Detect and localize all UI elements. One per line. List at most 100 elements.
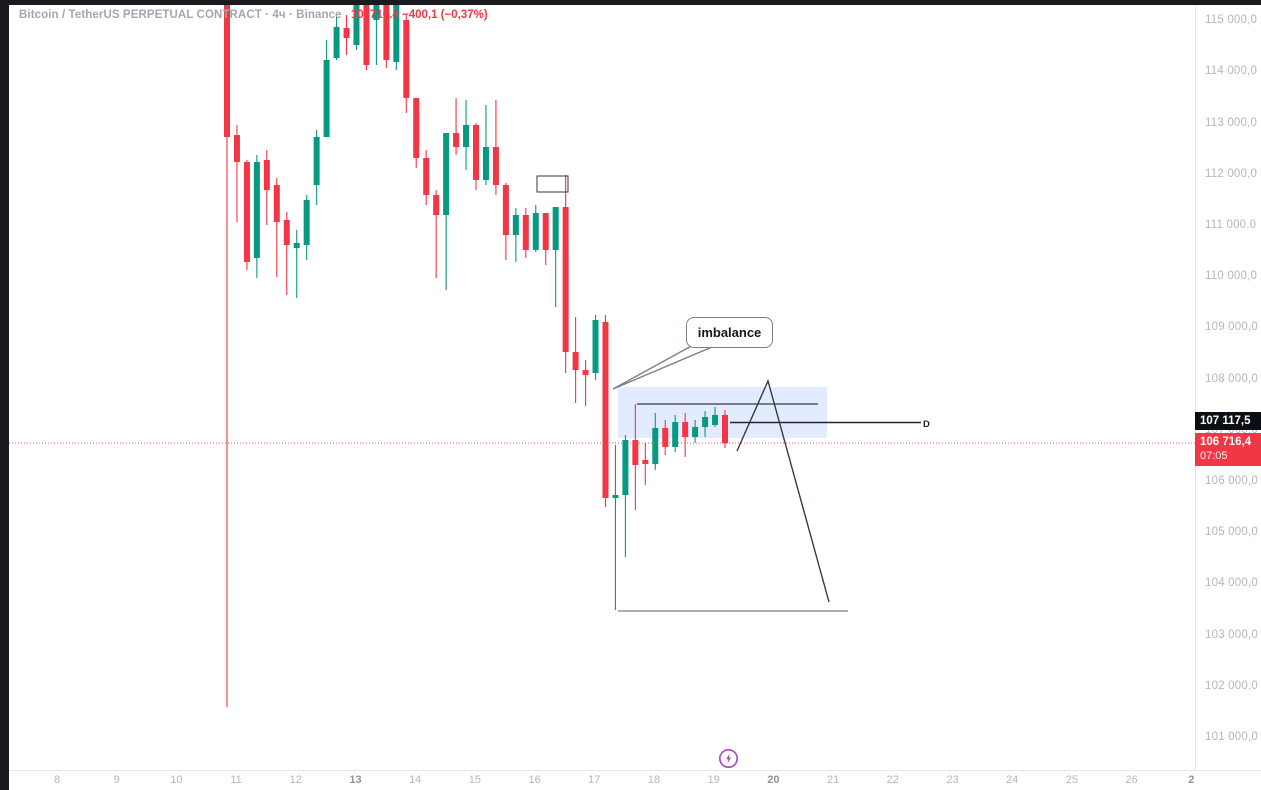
price-axis-label: 115 000,0 [1205,14,1258,27]
candle-body [572,352,579,371]
flash-event-icon[interactable] [718,748,739,769]
candle-body [373,5,380,21]
time-axis-label: 11 [230,774,242,786]
price-axis-label: 105 000,0 [1205,526,1258,539]
price-change-summary: 106716.4 −400,1 (−0,37%) [350,9,488,21]
time-axis-label: 18 [647,774,661,786]
candle-body [303,199,310,245]
candle-body [273,184,280,223]
price-axis-label: 103 000,0 [1205,628,1258,641]
candle-body [463,124,470,147]
candle-body [333,26,340,59]
time-axis-label: 2 [1188,774,1195,786]
time-axis-label: 21 [826,774,840,786]
candle-body [253,161,260,258]
candle-body [433,195,440,215]
candle-body [562,207,569,353]
time-axis-label: 19 [707,774,720,786]
candle-body [383,5,390,61]
candle-body [233,135,240,162]
candles-group [224,5,728,708]
candle-body [622,440,629,496]
time-axis-label: 14 [409,774,422,786]
candle-body [612,495,619,499]
price-axis-separator [1195,5,1196,770]
last-price-value: 106 716,4 [1200,436,1252,448]
line-price-label: 107 117,5 [1195,412,1261,430]
candle-body [443,133,450,215]
line-price-value: 107 117,5 [1200,415,1251,427]
candle-body [263,160,270,191]
candle-body [692,427,699,437]
candle-body [582,370,589,375]
time-axis-label: 13 [349,774,362,786]
candle-body [453,133,460,147]
projection-path[interactable] [736,378,830,603]
candle-body [473,124,479,181]
time-axis-label: 22 [886,774,899,786]
candle-body [522,214,529,251]
candle-body [672,421,679,447]
time-axis-label: 8 [53,774,61,786]
price-axis-label: 104 000,0 [1205,577,1258,590]
candle-body [602,321,609,499]
candle-body [552,207,559,251]
price-axis-label: 101 000,0 [1205,731,1258,743]
candle-body [502,184,509,236]
candle-body [413,97,420,159]
price-axis-label: 111 000,0 [1205,219,1257,231]
candle-body [642,459,649,465]
price-axis-label: 109 000,0 [1205,321,1258,334]
time-axis-label: 12 [289,774,302,786]
candle-body [722,414,728,444]
candle-body [293,242,300,249]
candle-body [492,146,499,185]
imbalance-callout[interactable]: imbalance [686,317,773,348]
time-axis-separator [9,770,1261,771]
candle-body [532,212,539,251]
candle-body [323,60,330,138]
candle-body [243,161,250,262]
symbol-legend[interactable]: Bitcoin / TetherUS PERPETUAL CONTRACT · … [19,9,488,21]
candle-body [224,5,230,138]
high-box-drawing[interactable] [536,175,569,193]
price-axis-label: 113 000,0 [1205,116,1258,129]
candle-body [353,5,360,46]
price-axis-label: 108 000,0 [1205,372,1258,385]
price-axis-label: 112 000,0 [1205,167,1258,180]
candle-body [682,421,689,437]
last-price-label: 106 716,4 07:05 [1195,433,1261,466]
time-axis-label: 23 [946,774,959,786]
candle-body [662,427,669,447]
time-axis-label: 26 [1125,774,1138,786]
candle-body [403,20,410,98]
imbalance-callout-label: imbalance [697,325,762,340]
candle-body [423,158,430,196]
candle-body [393,5,400,63]
time-axis-label: 16 [528,774,541,786]
symbol-title: Bitcoin / TetherUS PERPETUAL CONTRACT · … [19,9,342,21]
bar-countdown: 07:05 [1200,450,1228,462]
candle-body [652,427,659,465]
entry-ray-letter: D [923,419,930,430]
candle-body [482,146,489,181]
candle-body [632,440,639,466]
candle-body [712,414,719,426]
candle-body [343,28,350,38]
price-axis-label: 114 000,0 [1205,65,1258,78]
price-axis-label: 106 000,0 [1205,475,1258,487]
price-axis-label: 110 000,0 [1205,270,1258,283]
price-axis[interactable]: 115 000,0 114 000,0 113 000,0 112 000,0 111 … [1196,5,1261,770]
time-axis-label: 15 [468,774,482,786]
time-axis-label: 9 [113,774,120,786]
time-axis-label: 17 [588,774,601,786]
time-axis[interactable]: 8 9 10 11 12 13 14 15 16 17 18 19 20 21 22 23 24 25 26 2 [9,771,1261,790]
candle-body [313,137,320,185]
candle-body [283,220,290,245]
candle-body [702,416,709,428]
window-top-edge [0,0,1261,5]
candle-body [592,320,599,373]
